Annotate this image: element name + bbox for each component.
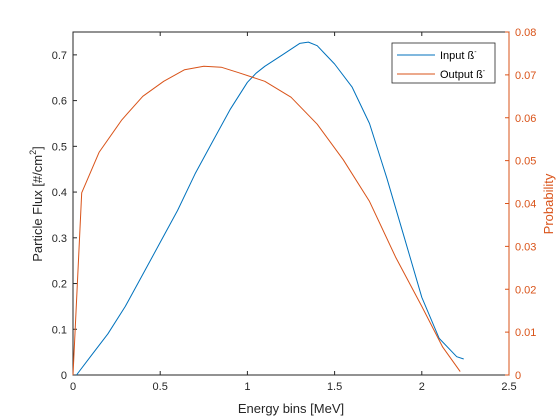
left-y-axis-ticks: 0 0.1 0.2 0.3 0.4 0.5 0.6 0.7 — [52, 50, 77, 382]
y-right-tick-label: 0.06 — [515, 113, 536, 125]
y-left-tick-label: 0 — [61, 370, 67, 382]
y-right-tick-label: 0.04 — [515, 199, 536, 211]
legend-box — [391, 42, 496, 84]
plot-area — [72, 31, 510, 376]
x-tick-label: 2 — [419, 381, 425, 393]
x-tick-label: 1.5 — [327, 381, 342, 393]
y-left-tick-label: 0.7 — [52, 50, 67, 62]
y-right-tick-label: 0.07 — [515, 70, 536, 82]
legend-label-output-main: Output ß — [440, 69, 483, 81]
input-beta-line — [76, 41, 464, 376]
legend-label-input-sup: - — [474, 49, 477, 56]
y-left-tick-label: 0.3 — [52, 233, 67, 245]
left-y-axis-label-sup: 2 — [28, 150, 38, 155]
y-right-tick-label: 0.01 — [515, 327, 536, 339]
y-right-tick-label: 0.05 — [515, 156, 536, 168]
legend-label-input: Input ß- — [440, 49, 477, 62]
right-y-axis-ticks: 0 0.01 0.02 0.03 0.04 0.05 0.06 0.07 0.08 — [505, 27, 536, 382]
y-right-tick-label: 0.08 — [515, 27, 536, 39]
y-left-tick-label: 0.1 — [52, 324, 67, 336]
legend-label-output-sup: - — [483, 68, 486, 75]
y-left-tick-label: 0.4 — [52, 187, 67, 199]
x-tick-label: 0 — [70, 381, 76, 393]
y-left-tick-label: 0.5 — [52, 141, 67, 153]
x-tick-label: 2.5 — [501, 381, 516, 393]
left-y-axis-label: Particle Flux [#/cm2] — [28, 146, 45, 262]
x-axis-ticks: 0 0.5 1 1.5 2 2.5 — [70, 32, 517, 393]
y-right-tick-label: 0.02 — [515, 284, 536, 296]
y-left-tick-label: 0.6 — [52, 96, 67, 108]
output-beta-line — [72, 65, 461, 376]
legend-label-input-main: Input ß — [440, 50, 475, 62]
series-group — [72, 41, 464, 376]
x-tick-label: 1 — [244, 381, 250, 393]
x-axis-label: Energy bins [MeV] — [238, 401, 344, 416]
y-left-tick-label: 0.2 — [52, 279, 67, 291]
y-right-tick-label: 0.03 — [515, 241, 536, 253]
y-right-tick-label: 0 — [515, 370, 521, 382]
left-y-axis-label-suffix: ] — [30, 146, 45, 150]
legend: Input ß- Output ß- — [391, 42, 496, 84]
x-tick-label: 0.5 — [153, 381, 168, 393]
left-y-axis-label-main: Particle Flux [#/cm — [30, 155, 45, 262]
right-y-axis-label: Probability — [541, 173, 556, 234]
legend-label-output: Output ß- — [440, 68, 486, 81]
